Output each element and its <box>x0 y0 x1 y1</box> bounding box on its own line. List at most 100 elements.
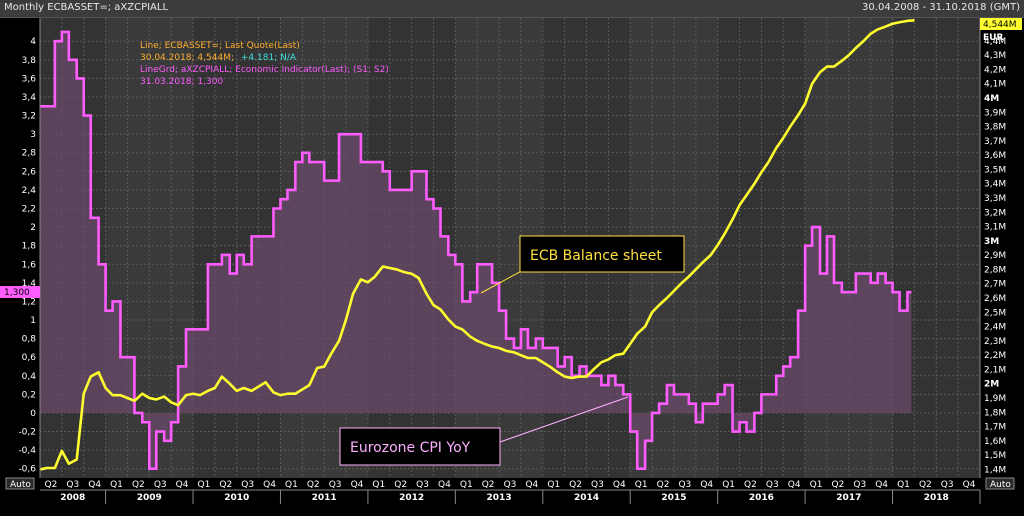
ecb-annotation-box <box>519 235 685 273</box>
left-tick-label: 2 <box>30 223 36 233</box>
quarter-tick-label: Q2 <box>394 480 407 490</box>
quarter-tick-label: Q1 <box>897 480 910 490</box>
legend-line-2: 30.04.2018; 4,544M; +4.181; N/A <box>140 53 297 63</box>
quarter-tick-label: Q3 <box>766 480 779 490</box>
quarter-tick-label: Q1 <box>372 480 385 490</box>
auto-left-button[interactable]: Auto <box>5 477 35 490</box>
cpi-annotation-label: Eurozone CPI YoY <box>350 440 471 456</box>
quarter-tick-label: Q4 <box>176 480 189 490</box>
left-tick-label: 0,8 <box>22 335 37 345</box>
quarter-tick-label: Q4 <box>613 480 626 490</box>
auto-right-button[interactable]: Auto <box>985 477 1015 490</box>
right-tick-label: 4,3M <box>984 51 1006 61</box>
x-axis-quarter-strip <box>40 478 980 490</box>
left-tick-label: 1,8 <box>22 242 37 252</box>
right-value-badge-text: 4,544M <box>983 20 1017 30</box>
quarter-tick-label: Q4 <box>438 480 451 490</box>
right-tick-label: 2,1M <box>984 365 1006 375</box>
quarter-tick-label: Q2 <box>919 480 932 490</box>
year-tick-label: 2009 <box>137 493 162 503</box>
right-tick-label: 2,3M <box>984 337 1006 347</box>
ecb-annotation-pointer <box>480 267 528 294</box>
right-tick-label: 3,7M <box>984 137 1006 147</box>
right-tick-label: 3M <box>984 237 999 247</box>
left-value-badge: 1,300 <box>0 286 40 298</box>
quarter-tick-label: Q2 <box>569 480 582 490</box>
auto-right-button-bg[interactable] <box>985 477 1015 490</box>
quarter-tick-label: Q3 <box>678 480 691 490</box>
quarter-tick-label: Q1 <box>285 480 298 490</box>
left-tick-label: 1,6 <box>22 260 37 270</box>
right-tick-label: 2,5M <box>984 308 1006 318</box>
legend-line-3: LineGrd; aXZCPIALL; Economic Indicator(L… <box>140 65 389 75</box>
quarter-tick-label: Q1 <box>722 480 735 490</box>
left-tick-label: 2,8 <box>22 149 37 159</box>
right-tick-label: 2,2M <box>984 351 1006 361</box>
year-tick-label: 2014 <box>574 493 599 503</box>
chart-title-bar: Monthly ECBASSET=; aXZCPIALL 30.04.2008 … <box>0 0 1024 18</box>
quarter-tick-label: Q2 <box>482 480 495 490</box>
quarter-tick-label: Q4 <box>963 480 976 490</box>
right-tick-label: 4,1M <box>984 80 1006 90</box>
quarter-tick-label: Q4 <box>88 480 101 490</box>
left-tick-label: 4 <box>30 37 36 47</box>
quarter-tick-label: Q2 <box>219 480 232 490</box>
auto-left-button-bg[interactable] <box>5 477 35 490</box>
date-range: 30.04.2008 - 31.10.2018 (GMT) <box>862 2 1020 13</box>
quarter-tick-label: Q2 <box>832 480 845 490</box>
right-tick-label: 2,8M <box>984 265 1006 275</box>
right-tick-label: 2,9M <box>984 251 1006 261</box>
left-tick-label: 1,2 <box>22 297 36 307</box>
left-tick-label: -0,6 <box>18 465 36 475</box>
auto-right-button-label[interactable]: Auto <box>990 480 1011 490</box>
right-tick-label: 3,5M <box>984 165 1006 175</box>
quarter-tick-label: Q3 <box>154 480 167 490</box>
quarter-tick-label: Q2 <box>45 480 58 490</box>
quarter-tick-label: Q4 <box>351 480 364 490</box>
year-tick-label: 2008 <box>60 493 85 503</box>
right-tick-label: 1,7M <box>984 423 1006 433</box>
left-tick-label: 3 <box>30 130 36 140</box>
left-tick-label: 3,8 <box>22 56 37 66</box>
legend-line-2-change: +4.181; N/A <box>241 53 297 63</box>
left-tick-label: 3,2 <box>22 112 36 122</box>
quarter-tick-label: Q4 <box>788 480 801 490</box>
left-tick-label: 2,2 <box>22 205 36 215</box>
quarter-tick-label: Q2 <box>132 480 145 490</box>
left-axis: -0,6 -0,4 -0,2 0 0,2 0,4 0,6 0,8 1 1,2 1,4 1,6 1,8 2 2… <box>18 18 41 478</box>
right-tick-label: 4,2M <box>984 65 1006 75</box>
left-value-badge-text: 1,300 <box>4 288 30 298</box>
cpi-annotation: Eurozone CPI YoY <box>339 396 629 466</box>
quarter-tick-label: Q3 <box>241 480 254 490</box>
ecb-series <box>39 18 915 471</box>
quarter-tick-label: Q3 <box>941 480 954 490</box>
legend: Line; ECBASSET=; Last Quote(Last) 30.04.… <box>140 41 389 87</box>
chart-title: Monthly ECBASSET=; aXZCPIALL <box>4 2 169 13</box>
right-value-badge: 4,544M EUR <box>980 18 1022 43</box>
cpi-annotation-box <box>339 427 501 466</box>
right-tick-label: 3,3M <box>984 194 1006 204</box>
quarter-tick-label: Q1 <box>110 480 123 490</box>
quarter-tick-label: Q1 <box>547 480 560 490</box>
left-tick-label: 2,6 <box>22 167 37 177</box>
left-tick-label: 0 <box>30 409 36 419</box>
right-tick-label: 3,6M <box>984 151 1006 161</box>
year-tick-label: 2010 <box>224 493 249 503</box>
left-value-badge-bg <box>0 286 40 298</box>
right-axis-unit: EUR <box>983 33 1003 43</box>
quarter-tick-label: Q4 <box>875 480 888 490</box>
right-value-badge-bg <box>980 18 1022 30</box>
left-tick-label: -0,2 <box>18 428 36 438</box>
legend-line-1: Line; ECBASSET=; Last Quote(Last) <box>140 41 300 51</box>
right-tick-label: 4M <box>984 94 999 104</box>
quarter-tick-label: Q3 <box>329 480 342 490</box>
quarter-tick-label: Q4 <box>263 480 276 490</box>
x-axis: Q2 Q3 Q4 Q1 Q2 Q3 Q4 Q1 Q2 Q3 Q4 Q1 Q2 Q3 Q4 Q1 Q2 Q3 Q4 Q1… <box>40 478 981 504</box>
auto-left-button-label[interactable]: Auto <box>10 480 31 490</box>
legend-line-2-date: 30.04.2018; 4,544M; <box>140 53 234 63</box>
left-tick-label: 2,4 <box>22 186 37 196</box>
quarter-tick-label: Q1 <box>635 480 648 490</box>
right-tick-label: 1,6M <box>984 437 1006 447</box>
right-axis: 1,4M 1,5M 1,6M 1,7M 1,8M 1,9M 2M 2,1M 2,2M 2,3M 2,… <box>979 18 1006 478</box>
